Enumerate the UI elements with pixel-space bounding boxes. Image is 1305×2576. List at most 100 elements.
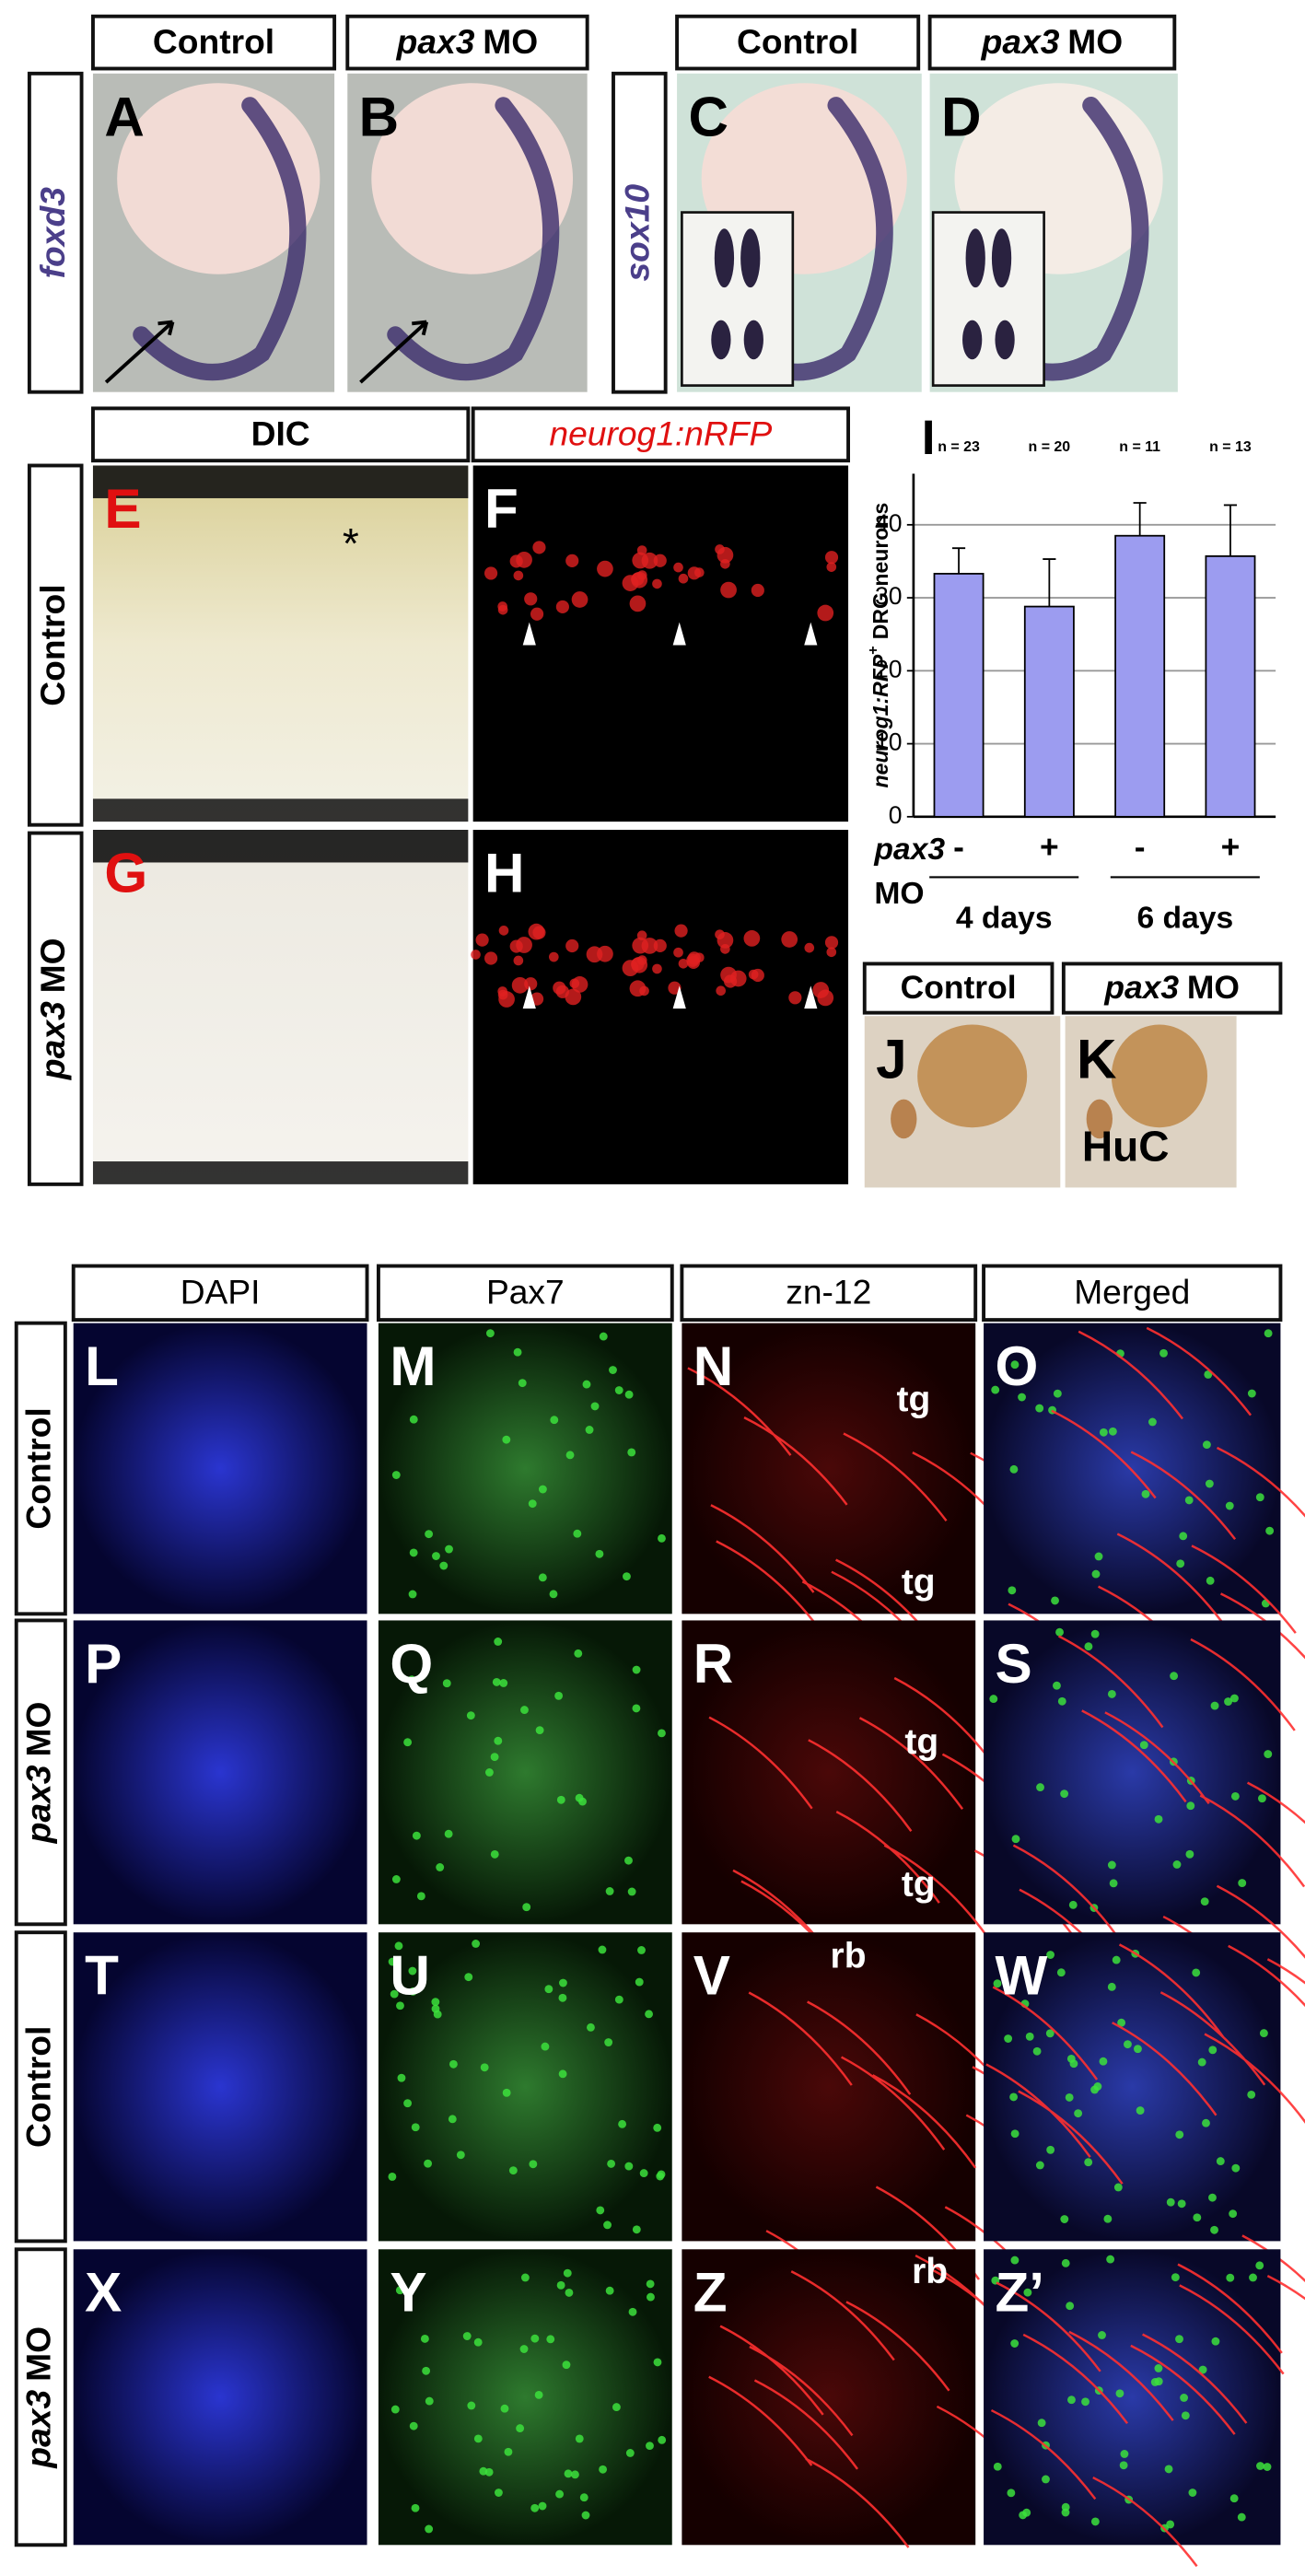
- cell: [1176, 1559, 1185, 1568]
- group-label: 4 days: [956, 901, 1053, 935]
- cell: [442, 1679, 451, 1688]
- cell: [1010, 1360, 1020, 1370]
- cell: [494, 2489, 503, 2497]
- header-label: zn-12: [786, 1272, 871, 1311]
- label-part: M: [390, 1335, 436, 1397]
- fluorescent-cell: [729, 970, 747, 987]
- cell: [530, 2334, 540, 2343]
- cell: [605, 1887, 614, 1895]
- dark-band: [92, 1161, 469, 1184]
- panel-letter: H: [484, 841, 524, 903]
- fluorescent-cell: [686, 955, 701, 969]
- cell: [1056, 1968, 1066, 1977]
- cell: [541, 2042, 550, 2051]
- cell: [448, 2115, 457, 2124]
- fluorescent-cell: [804, 942, 815, 953]
- cell: [1117, 2018, 1126, 2027]
- label-part: S: [995, 1632, 1031, 1695]
- cell: [403, 1738, 413, 1747]
- fluorescent-cell: [549, 951, 559, 962]
- label-part: tg: [902, 1563, 936, 1603]
- fluorescent-cell: [743, 930, 761, 947]
- cell: [1042, 2475, 1050, 2484]
- fluorescent-cell: [629, 595, 647, 612]
- inset: [681, 211, 795, 387]
- cell: [1175, 2130, 1184, 2139]
- error-bar: [1223, 504, 1238, 556]
- fluorescent-cell: [639, 985, 649, 997]
- cell: [1184, 1496, 1194, 1505]
- image-background: [92, 465, 469, 822]
- cell: [411, 2503, 420, 2512]
- header-label: Control: [153, 22, 274, 61]
- image-panel: [984, 1932, 1305, 2283]
- cell: [609, 1366, 617, 1374]
- fluorescent-cell: [824, 551, 839, 565]
- cell: [1247, 1389, 1256, 1398]
- label-part: rb: [831, 1937, 867, 1976]
- image-background: [472, 829, 849, 1184]
- cell: [494, 1638, 503, 1646]
- label-part: Control: [737, 22, 858, 61]
- header-label: pax3 MO: [1103, 969, 1240, 1006]
- label-part: Merged: [1074, 1272, 1190, 1311]
- cell: [1009, 2092, 1019, 2102]
- label-box: [14, 1321, 67, 1616]
- cell: [1170, 1672, 1179, 1681]
- cell: [1166, 2520, 1175, 2529]
- cell: [550, 1416, 559, 1425]
- arrowhead: [522, 985, 536, 1009]
- label: *: [343, 519, 359, 567]
- label-part: pax3: [18, 2389, 57, 2468]
- cell: [425, 2396, 434, 2406]
- image-panel: [984, 2249, 1305, 2568]
- fluorescent-cell: [636, 545, 647, 555]
- label-part: pax3: [1103, 969, 1179, 1006]
- side-label: Control: [18, 2026, 57, 2148]
- fluorescent-cell: [497, 604, 508, 615]
- cell: [1007, 2489, 1016, 2498]
- image-panel: [92, 73, 335, 392]
- cell: [1084, 1642, 1093, 1651]
- label-part: neurog1:RFP: [868, 654, 892, 787]
- fluorescent-cell: [678, 573, 689, 584]
- cell: [605, 2286, 614, 2295]
- cell: [1036, 1783, 1044, 1792]
- cell: [1119, 2461, 1128, 2470]
- cell: [1037, 2419, 1046, 2428]
- image-background: [378, 1932, 672, 2242]
- error-bar: [1043, 558, 1056, 607]
- cell: [590, 1402, 600, 1411]
- label-part: MO: [874, 877, 924, 911]
- cell: [394, 1941, 403, 1951]
- cell: [485, 1329, 495, 1338]
- cell: [529, 2160, 538, 2169]
- panel-letter: B: [359, 85, 399, 147]
- fluorescent-cell: [516, 937, 532, 953]
- cell: [1249, 2273, 1257, 2282]
- panel-letter: C: [688, 85, 728, 147]
- image-panel: [378, 1932, 672, 2242]
- label-part: R: [693, 1632, 733, 1695]
- fluorescent-cell: [553, 981, 566, 995]
- fluorescent-cell: [652, 578, 662, 589]
- fluorescent-cell: [720, 558, 730, 569]
- cell: [411, 2123, 420, 2132]
- panel-letter: W: [995, 1944, 1047, 2007]
- cell: [397, 2073, 406, 2082]
- image-panel: [73, 2249, 367, 2546]
- fluorescent-cell: [812, 982, 830, 998]
- stain: [917, 1024, 1028, 1128]
- cell: [1115, 2389, 1124, 2398]
- cell: [1216, 2157, 1225, 2166]
- label-part: MO: [1067, 22, 1123, 61]
- label-part: Z’: [995, 2261, 1044, 2324]
- label-part: D: [941, 85, 981, 147]
- label-part: K: [1077, 1028, 1116, 1090]
- annotation: tg: [902, 1563, 936, 1603]
- neurites: [985, 1943, 1305, 2283]
- label-part: Control: [901, 969, 1017, 1006]
- cell: [558, 2069, 567, 2079]
- cell: [1032, 2046, 1042, 2056]
